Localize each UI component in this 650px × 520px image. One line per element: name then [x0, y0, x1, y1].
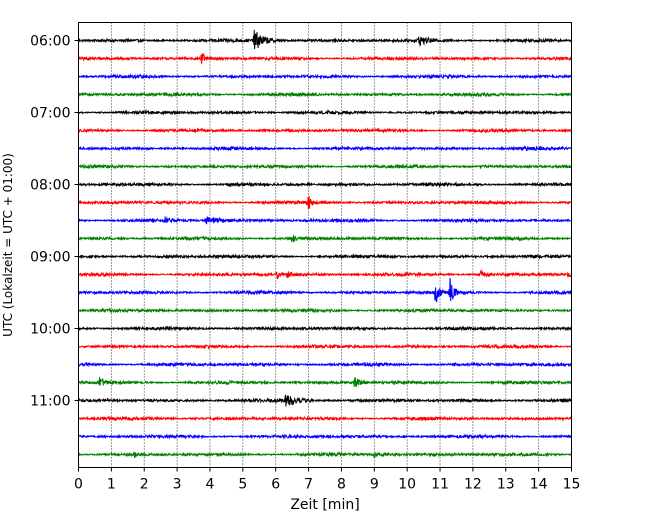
trace-0800 [78, 196, 572, 210]
trace-0900 [78, 268, 572, 280]
x-tick-label-6: 6 [271, 477, 280, 493]
trace-lines [78, 29, 572, 459]
x-tick-label-5: 5 [238, 477, 247, 493]
plot-frame [78, 22, 572, 468]
x-tick-label-9: 9 [370, 477, 379, 493]
grid-lines [110, 22, 540, 468]
x-tick-label-0: 0 [74, 477, 83, 493]
trace-1115 [78, 433, 572, 440]
trace-0745 [78, 181, 572, 188]
trace-1030 [78, 376, 572, 387]
y-tick-label-1000: 10:00 [30, 322, 70, 338]
trace-0615 [78, 73, 572, 80]
trace-1100 [78, 415, 572, 422]
trace-0730 [78, 163, 572, 170]
y-axis-label: UTC (Lokalzeit = UTC + 01:00) [1, 153, 15, 337]
trace-0700 [78, 127, 572, 134]
trace-0715 [78, 145, 572, 152]
trace-0830 [78, 234, 572, 243]
trace-1000 [78, 343, 572, 350]
x-tick-label-14: 14 [530, 477, 548, 493]
trace-0845 [78, 253, 572, 260]
trace-0915 [78, 277, 572, 303]
trace-0545 [78, 29, 572, 50]
x-tick-label-4: 4 [206, 477, 215, 493]
x-tick-label-11: 11 [431, 477, 449, 493]
x-tick-label-13: 13 [497, 477, 515, 493]
trace-0645 [78, 109, 572, 116]
x-tick-label-12: 12 [464, 477, 482, 493]
x-axis-label: Zeit [min] [290, 497, 359, 513]
x-tick-label-8: 8 [337, 477, 346, 493]
x-axis-ticks: 0 1 2 3 4 5 6 7 8 9 10 11 12 13 14 15 [74, 467, 581, 493]
x-tick-label-10: 10 [398, 477, 416, 493]
trace-1130 [78, 451, 572, 459]
trace-1015 [78, 361, 572, 368]
y-tick-label-0600: 06:00 [30, 34, 70, 50]
x-tick-label-2: 2 [140, 477, 149, 493]
trace-1045 [78, 394, 572, 407]
y-tick-label-0800: 08:00 [30, 178, 70, 194]
y-axis-ticks: 06:00 07:00 08:00 09:00 10:00 11:00 [30, 34, 79, 410]
y-tick-label-0700: 07:00 [30, 106, 70, 122]
trace-0630 [78, 91, 572, 98]
trace-0945 [78, 325, 572, 332]
y-tick-label-0900: 09:00 [30, 250, 70, 266]
x-tick-label-7: 7 [304, 477, 313, 493]
trace-0600 [78, 52, 572, 65]
x-tick-label-3: 3 [173, 477, 182, 493]
y-tick-label-1100: 11:00 [30, 394, 70, 410]
trace-0815 [78, 216, 572, 225]
trace-0930 [78, 307, 572, 314]
x-tick-label-15: 15 [563, 477, 581, 493]
x-tick-label-1: 1 [107, 477, 116, 493]
